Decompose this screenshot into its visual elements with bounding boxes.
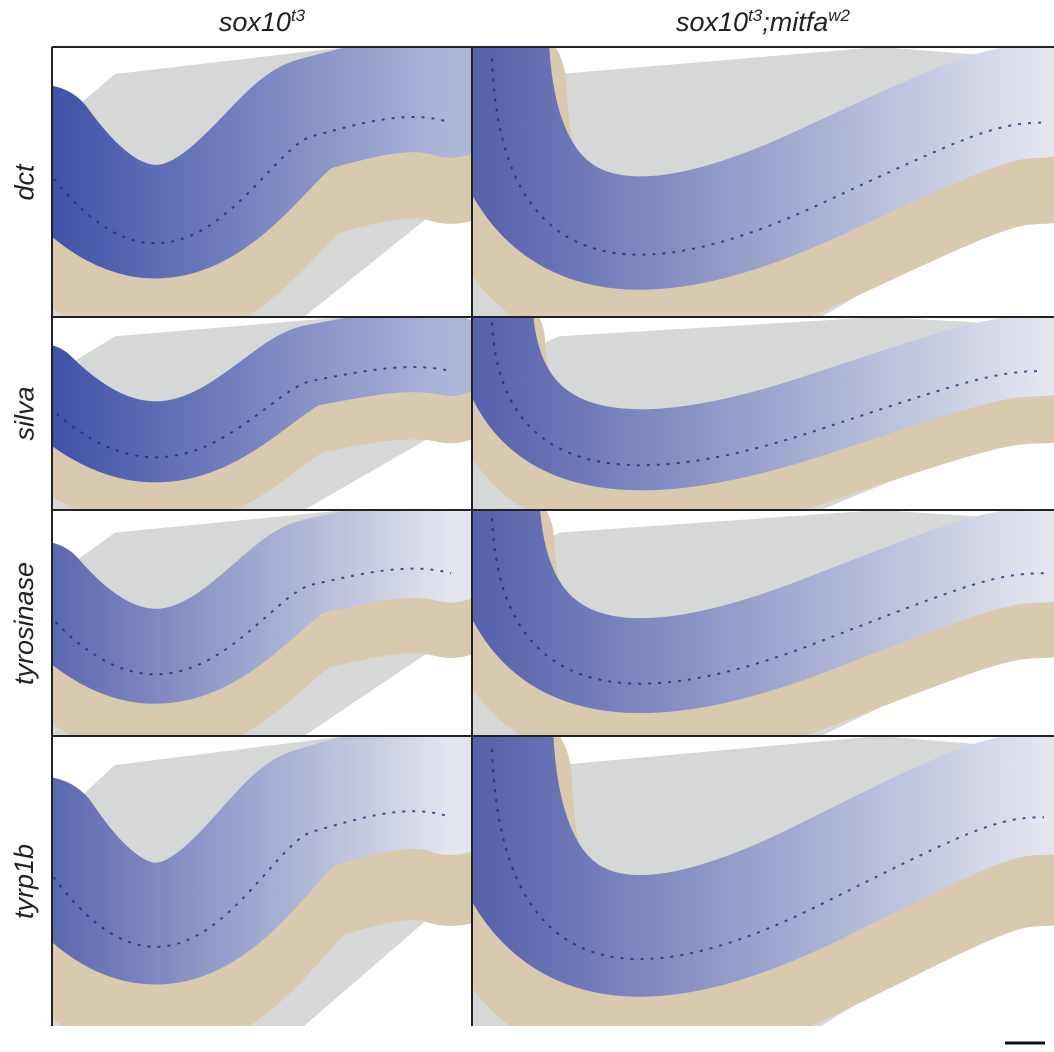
micrograph bbox=[52, 736, 472, 1026]
column-header: sox10t3 bbox=[52, 6, 472, 38]
melanoblasts bbox=[52, 366, 452, 459]
embryo bbox=[52, 47, 472, 279]
melanoblasts bbox=[491, 518, 1045, 685]
embryo bbox=[52, 736, 472, 985]
header-superscript: w2 bbox=[828, 6, 850, 25]
header-text: sox10 bbox=[676, 7, 749, 37]
embryo bbox=[472, 510, 1054, 714]
embryo bbox=[472, 47, 1054, 290]
melanoblasts bbox=[52, 116, 452, 245]
melanoblasts bbox=[52, 567, 452, 676]
micrograph bbox=[472, 736, 1054, 1026]
micrograph bbox=[472, 47, 1054, 317]
melanoblasts bbox=[491, 749, 1045, 961]
header-text: ;mitfa bbox=[762, 7, 829, 37]
embryo bbox=[52, 317, 472, 483]
embryo bbox=[472, 736, 1054, 997]
column-header: sox10t3;mitfaw2 bbox=[472, 6, 1054, 38]
header-text: sox10 bbox=[218, 7, 291, 37]
micrograph bbox=[52, 510, 472, 736]
embryo bbox=[52, 510, 472, 704]
embryo bbox=[472, 317, 1054, 491]
micrograph bbox=[52, 47, 472, 317]
micrograph bbox=[472, 317, 1054, 510]
header-superscript: t3 bbox=[748, 6, 763, 25]
grid-lines bbox=[51, 46, 1054, 1026]
micrograph bbox=[472, 510, 1054, 736]
micrograph bbox=[52, 317, 472, 510]
header-superscript: t3 bbox=[290, 6, 306, 25]
